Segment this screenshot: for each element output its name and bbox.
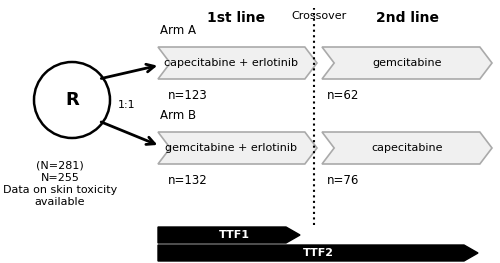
FancyArrow shape (158, 227, 300, 243)
Polygon shape (158, 47, 317, 79)
Polygon shape (322, 132, 492, 164)
Text: 2nd line: 2nd line (376, 11, 438, 25)
Text: available: available (35, 197, 85, 207)
Text: TTF1: TTF1 (218, 230, 250, 240)
Text: 1:1: 1:1 (118, 100, 136, 110)
Text: (N=281): (N=281) (36, 161, 84, 171)
Text: n=62: n=62 (327, 89, 360, 102)
Text: 1st line: 1st line (207, 11, 265, 25)
Text: Arm A: Arm A (160, 24, 196, 37)
Text: R: R (65, 91, 79, 109)
Text: Data on skin toxicity: Data on skin toxicity (3, 185, 117, 195)
Text: gemcitabine + erlotinib: gemcitabine + erlotinib (165, 143, 297, 153)
Text: Crossover: Crossover (292, 11, 346, 21)
Text: gemcitabine: gemcitabine (372, 58, 442, 68)
FancyArrow shape (158, 245, 478, 261)
Text: n=123: n=123 (168, 89, 208, 102)
Polygon shape (322, 47, 492, 79)
Text: TTF2: TTF2 (302, 248, 334, 258)
Text: Arm B: Arm B (160, 109, 196, 122)
Text: N=255: N=255 (40, 173, 80, 183)
Text: capecitabine: capecitabine (371, 143, 443, 153)
Text: capecitabine + erlotinib: capecitabine + erlotinib (164, 58, 298, 68)
Text: n=132: n=132 (168, 174, 208, 187)
Polygon shape (158, 132, 317, 164)
Text: n=76: n=76 (327, 174, 360, 187)
